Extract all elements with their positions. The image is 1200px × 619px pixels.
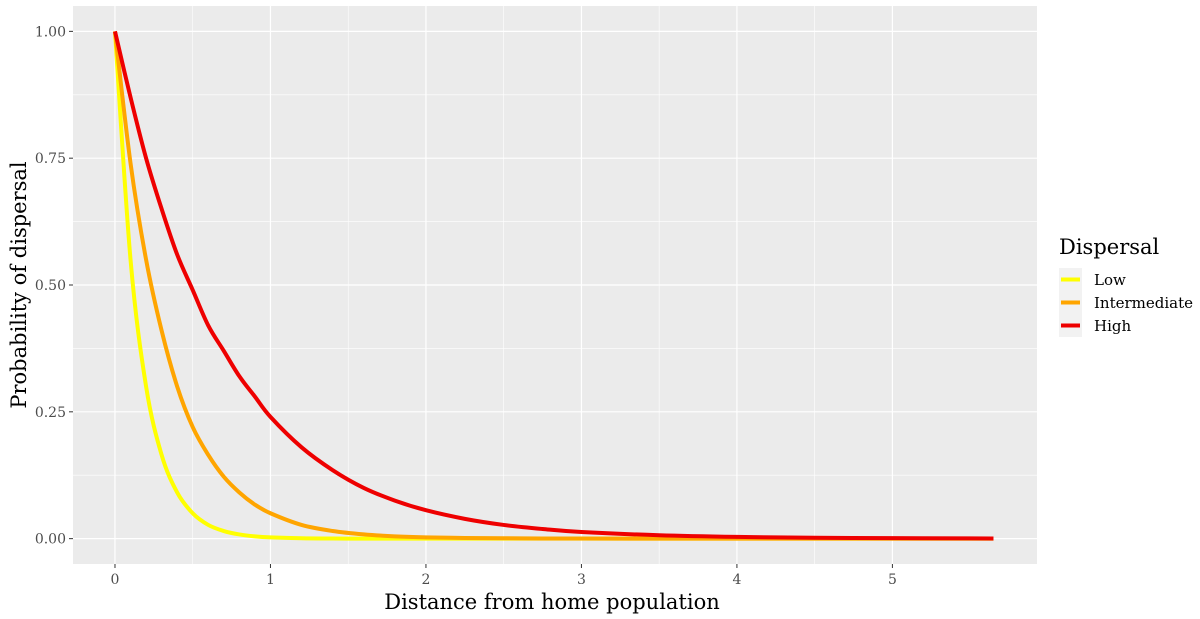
- legend-title: Dispersal: [1059, 235, 1160, 259]
- major-gridlines: [73, 6, 1037, 564]
- x-axis-ticks: 0 1 2 3 4 5: [111, 564, 897, 588]
- y-tick-label: 0.50: [35, 278, 66, 294]
- y-axis-title: Probability of dispersal: [7, 161, 31, 409]
- x-tick-label: 4: [732, 572, 741, 588]
- y-tick-label: 0.25: [35, 405, 66, 421]
- y-tick-label: 1.00: [35, 24, 66, 40]
- series-line-high: [113, 30, 994, 541]
- x-tick-label: 0: [111, 572, 120, 588]
- legend-label-high: High: [1094, 317, 1131, 335]
- y-tick-label: 0.75: [35, 151, 66, 167]
- y-axis-ticks: 0.00 0.25 0.50 0.75 1.00: [35, 24, 73, 548]
- x-tick-label: 3: [577, 572, 586, 588]
- legend-label-intermediate: Intermediate: [1094, 294, 1193, 312]
- x-axis-title: Distance from home population: [384, 590, 720, 614]
- x-tick-label: 5: [888, 572, 897, 588]
- y-tick-label: 0.00: [35, 532, 66, 548]
- series-lines: [112, 30, 994, 541]
- x-tick-label: 2: [421, 572, 430, 588]
- legend: Dispersal Low Intermediate High: [1059, 235, 1193, 337]
- legend-label-low: Low: [1094, 271, 1126, 289]
- x-tick-label: 1: [266, 572, 275, 588]
